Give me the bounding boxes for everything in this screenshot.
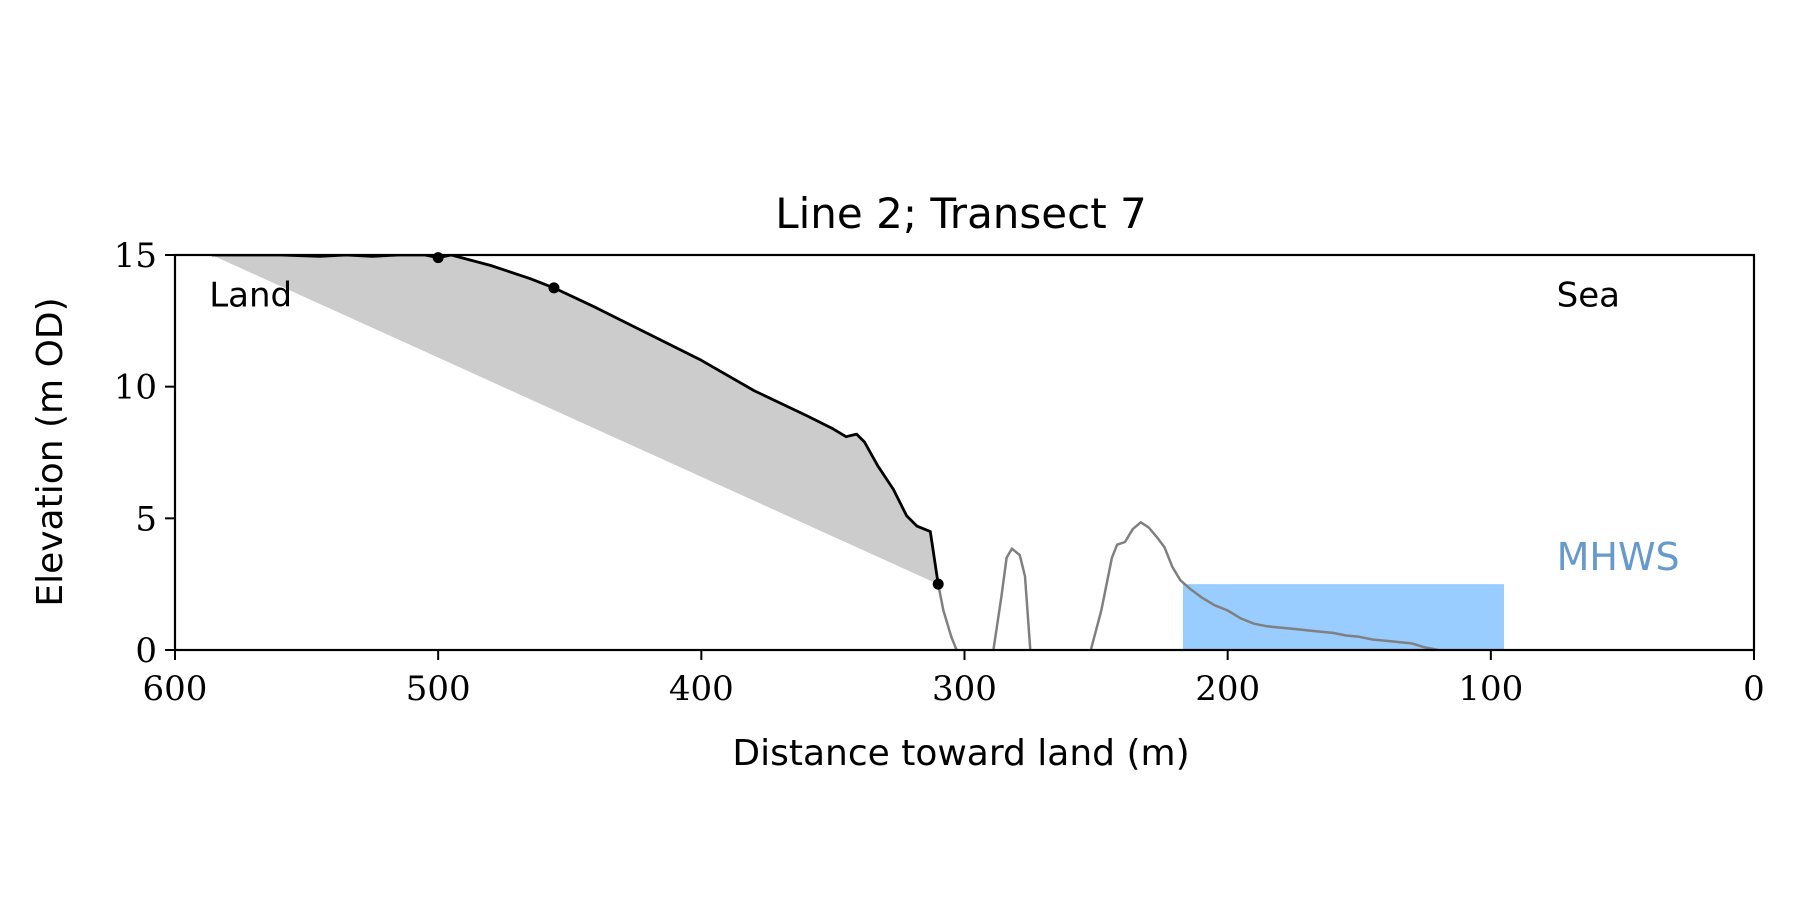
- foreshore-line-1: [936, 583, 958, 650]
- plot-area: 600 500 400 300 200 100 0 0 5 10 15 Land Sea MHWS: [114, 236, 1765, 709]
- foreshore-line-2: [992, 547, 1032, 650]
- annotation-sea: Sea: [1557, 276, 1620, 316]
- profile-marker-3: [932, 578, 944, 590]
- x-tick-label: 400: [669, 669, 734, 709]
- x-tick-label: 300: [932, 669, 997, 709]
- profile-marker-2: [548, 282, 560, 294]
- chart-title: Line 2; Transect 7: [775, 189, 1147, 238]
- annotation-land: Land: [209, 276, 292, 316]
- eroded-area: [211, 255, 939, 585]
- x-tick-label: 200: [1195, 669, 1260, 709]
- y-tick-label: 10: [114, 368, 157, 408]
- x-axis-label: Distance toward land (m): [732, 733, 1189, 774]
- profile-marker-1: [432, 252, 444, 264]
- x-tick-label: 600: [143, 669, 208, 709]
- y-tick-label: 0: [135, 631, 157, 671]
- y-tick-label: 5: [135, 499, 157, 539]
- annotation-mhws: MHWS: [1557, 535, 1680, 579]
- x-tick-label: 100: [1458, 669, 1523, 709]
- y-axis-label: Elevation (m OD): [30, 297, 71, 606]
- x-tick-label: 0: [1743, 669, 1765, 709]
- x-tick-label: 500: [406, 669, 471, 709]
- water-region: [1182, 584, 1504, 650]
- foreshore-line-3: [1089, 521, 1439, 650]
- y-tick-label: 15: [114, 236, 157, 276]
